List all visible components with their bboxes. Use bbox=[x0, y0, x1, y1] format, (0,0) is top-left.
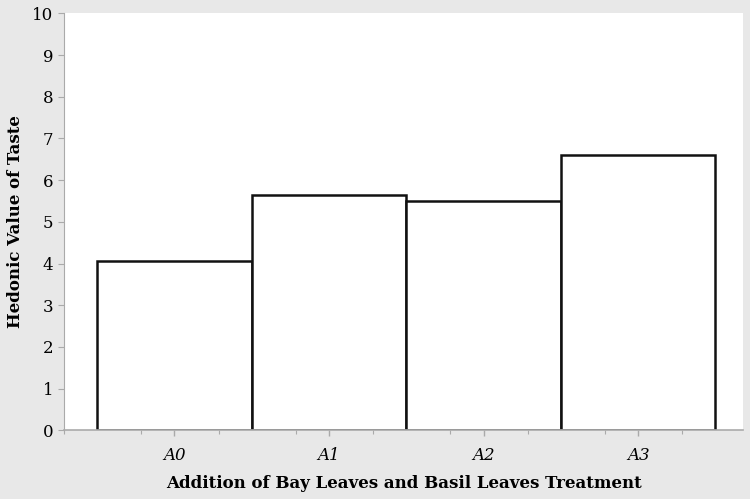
Bar bbox=[561, 155, 716, 430]
Bar bbox=[406, 201, 561, 430]
Bar bbox=[97, 261, 252, 430]
Bar bbox=[252, 195, 406, 430]
Y-axis label: Hedonic Value of Taste: Hedonic Value of Taste bbox=[7, 115, 24, 328]
X-axis label: Addition of Bay Leaves and Basil Leaves Treatment: Addition of Bay Leaves and Basil Leaves … bbox=[166, 475, 641, 492]
